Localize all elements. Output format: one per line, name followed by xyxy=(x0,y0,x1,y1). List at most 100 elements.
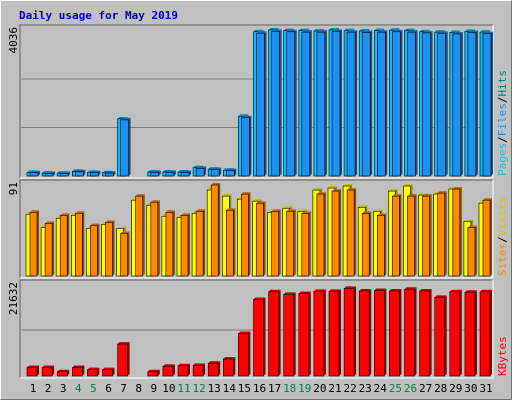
x-tick-label: 12 xyxy=(192,382,205,395)
sites-bar-top xyxy=(196,209,206,212)
kbytes-bar xyxy=(358,290,370,377)
kbytes-bar-side xyxy=(127,342,130,376)
sites-bar-top xyxy=(226,208,236,211)
kbytes-bar-side xyxy=(203,363,206,376)
sites-bar xyxy=(346,189,355,277)
sites-bar-top xyxy=(120,231,130,234)
kbytes-bar xyxy=(434,297,446,377)
x-tick-label: 13 xyxy=(208,382,221,395)
files-bar-top xyxy=(407,30,418,33)
kbytes-bar-top xyxy=(464,290,477,293)
sites-bar-side xyxy=(157,200,160,276)
sites-bar xyxy=(120,233,128,277)
sites-bar xyxy=(407,195,415,277)
kbytes-bar-side xyxy=(399,288,402,376)
x-tick-label: 17 xyxy=(268,382,281,395)
sites-bar xyxy=(59,215,68,277)
kbytes-bar xyxy=(72,367,83,377)
sites-bar-top xyxy=(271,209,281,212)
sites-bar-side xyxy=(414,194,417,276)
files-bar xyxy=(165,172,175,177)
sites-bar xyxy=(150,201,159,277)
visits-bar-top xyxy=(222,194,232,197)
files-bar xyxy=(452,33,462,177)
kbytes-bar xyxy=(41,367,53,377)
files-bar-side xyxy=(98,170,101,176)
kbytes-bar-side xyxy=(444,295,447,376)
files-bar-side xyxy=(324,30,327,176)
sites-bar-side xyxy=(474,225,477,276)
files-bar-top xyxy=(271,29,282,32)
files-bar xyxy=(59,173,69,177)
files-bar xyxy=(467,32,477,177)
x-tick-label: 3 xyxy=(60,382,67,395)
sites-bar-side xyxy=(459,187,462,276)
kbytes-bar-side xyxy=(172,364,175,376)
kbytes-bar-side xyxy=(369,288,372,376)
sites-bar-side xyxy=(248,192,251,276)
legend-entry: / xyxy=(496,136,509,143)
files-bar-side xyxy=(475,30,478,176)
kbytes-bar-top xyxy=(283,292,296,295)
sites-bar-top xyxy=(60,213,70,216)
sites-bar-side xyxy=(233,208,236,276)
sites-bar xyxy=(241,193,249,277)
kbytes-bar-top xyxy=(178,363,190,366)
visits-bar-top xyxy=(312,188,322,191)
kbytes-bar xyxy=(373,290,385,377)
kbytes-bar-top xyxy=(102,367,115,370)
files-bar xyxy=(316,31,326,177)
kbytes-bar xyxy=(56,371,68,377)
x-tick-label: 25 xyxy=(389,382,402,395)
kbytes-bar-top xyxy=(162,364,175,367)
visits-bar-top xyxy=(463,219,473,222)
kbytes-bar-side xyxy=(82,365,85,376)
sites-bar-top xyxy=(392,194,402,197)
files-bar-top xyxy=(211,167,222,170)
sites-bar xyxy=(437,192,446,277)
files-bar-top xyxy=(60,171,71,174)
kbytes-bar xyxy=(464,291,476,377)
files-bar-top xyxy=(30,170,40,173)
files-bar-side xyxy=(189,170,191,176)
files-bar xyxy=(150,172,160,177)
files-bar-top xyxy=(256,31,267,34)
files-bar-side xyxy=(370,30,373,176)
sites-bar xyxy=(482,199,491,277)
visits-panel: 91 Sites/Visits xyxy=(7,179,509,279)
files-bar-side xyxy=(294,29,297,177)
kbytes-bar xyxy=(479,291,491,377)
kbytes-bar-top xyxy=(193,363,206,366)
kbytes-bar-top xyxy=(419,288,432,291)
kbytes-bar xyxy=(26,367,38,377)
files-bar-top xyxy=(392,29,403,32)
kbytes-bar-side xyxy=(490,289,492,376)
y-axis-max-label: 21632 xyxy=(7,282,20,315)
sites-bar-top xyxy=(362,211,372,214)
files-bar-side xyxy=(53,171,56,176)
x-tick-label: 21 xyxy=(328,382,341,395)
files-bar-side xyxy=(400,29,403,177)
files-bar-top xyxy=(241,115,252,118)
x-tick-label: 22 xyxy=(343,382,356,395)
sites-bar-side xyxy=(203,209,206,276)
sites-bar xyxy=(316,193,325,277)
visits-bar-top xyxy=(252,199,262,202)
sites-bar-top xyxy=(45,221,55,224)
kbytes-bar-top xyxy=(404,287,417,290)
files-bar-side xyxy=(204,166,207,176)
files-bar xyxy=(210,169,220,177)
kbytes-bar-top xyxy=(268,289,281,292)
kbytes-bar xyxy=(147,371,159,377)
x-tick-label: 27 xyxy=(419,382,432,395)
sites-bar-top xyxy=(347,188,357,191)
files-bar-side xyxy=(173,170,176,176)
sites-bar xyxy=(75,213,83,277)
x-tick-label: 30 xyxy=(464,382,477,395)
files-bar-side xyxy=(415,30,418,176)
sites-bar-top xyxy=(150,200,160,203)
x-tick-label: 29 xyxy=(449,382,462,395)
files-bar xyxy=(301,31,311,177)
kbytes-bar-top xyxy=(72,365,85,368)
kbytes-bar-side xyxy=(384,288,387,376)
